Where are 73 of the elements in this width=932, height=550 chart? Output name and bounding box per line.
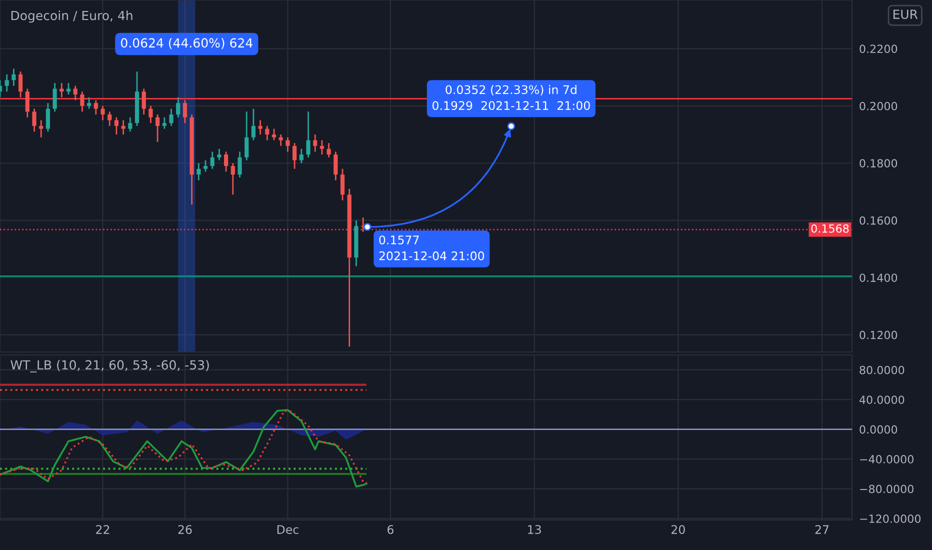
candlestick [340, 168, 345, 202]
x-tick-label: 6 [388, 525, 394, 534]
candlestick [66, 82, 71, 96]
candlestick [121, 120, 126, 136]
x-tick-label: 22 [96, 525, 110, 534]
y-tick-label: 0.1200 [860, 330, 898, 340]
annotation: 0.1577 2021-12-04 21:00 [379, 235, 484, 260]
candlestick [230, 162, 235, 196]
candlestick [272, 128, 276, 141]
candlestick [210, 150, 214, 170]
y-tick-label: 80.0000 [860, 366, 904, 374]
candlestick [18, 70, 23, 98]
candlestick [244, 110, 249, 161]
x-tick-label: 13 [528, 525, 541, 534]
y-tick-label: 40.0000 [859, 396, 904, 404]
band-label: 0.0624 (44.60%) 624 [121, 38, 252, 50]
candlestick [156, 114, 160, 143]
chart-title: WT_LB (10, 21, 60, 53, -60, -53) [10, 360, 209, 372]
text: EUR [894, 10, 918, 20]
candlestick [326, 142, 331, 158]
candlestick [4, 74, 9, 92]
ref-line-label: 0.1568 [811, 224, 849, 233]
x-tick-label: Dec [277, 525, 298, 534]
candlestick [258, 120, 262, 136]
candlestick [176, 96, 180, 118]
candlestick [196, 162, 201, 181]
x-tick-label: 27 [815, 525, 829, 534]
candlestick [224, 150, 228, 172]
candlestick [60, 82, 64, 98]
x-tick-label: 26 [178, 525, 192, 534]
candlestick [162, 116, 166, 130]
y-tick-label: 0.1800 [860, 159, 898, 168]
candlestick [128, 116, 132, 132]
candlestick [94, 99, 98, 116]
candlestick [80, 90, 84, 112]
candlestick [292, 142, 297, 170]
candlestick [286, 136, 290, 152]
candlestick [39, 120, 44, 138]
y-tick-label: 0.1600 [860, 216, 898, 225]
annotation: 0.0352 (22.33%) in 7d 0.1929 2021-12-11 21:00 [432, 84, 590, 110]
candlestick [12, 68, 16, 87]
candlestick [73, 85, 78, 101]
candlestick [299, 148, 304, 164]
y-tick-label: −40.0000 [860, 455, 914, 464]
candlestick [52, 82, 57, 112]
candlestick [100, 105, 105, 121]
candlestick [265, 125, 270, 141]
candlestick [320, 140, 324, 156]
candlestick [32, 108, 36, 132]
candlestick [238, 150, 242, 178]
candlestick [148, 105, 153, 124]
candlestick [203, 160, 208, 172]
candlestick [114, 116, 119, 136]
y-tick-label: 0.2000 [860, 102, 898, 110]
text: Dogecoin / Euro, 4h [11, 10, 132, 23]
y-tick-label: −80.0000 [860, 484, 914, 494]
candlestick [306, 110, 310, 158]
candlestick [25, 88, 30, 118]
y-tick-label: −120.0000 [860, 514, 921, 523]
candlestick [142, 88, 146, 116]
candlestick [182, 99, 188, 124]
candlestick [313, 134, 318, 152]
y-tick-label: 0.1400 [860, 274, 898, 282]
candlestick [87, 96, 92, 110]
candlestick [46, 102, 50, 132]
y-tick-label: 0.2200 [860, 44, 898, 54]
candlestick [334, 150, 338, 181]
candlestick [251, 108, 256, 141]
candlestick [108, 110, 112, 127]
x-tick-label: 20 [672, 525, 685, 534]
y-tick-label: 0.0000 [860, 425, 898, 434]
candlestick [169, 108, 174, 127]
candlestick [217, 148, 222, 161]
